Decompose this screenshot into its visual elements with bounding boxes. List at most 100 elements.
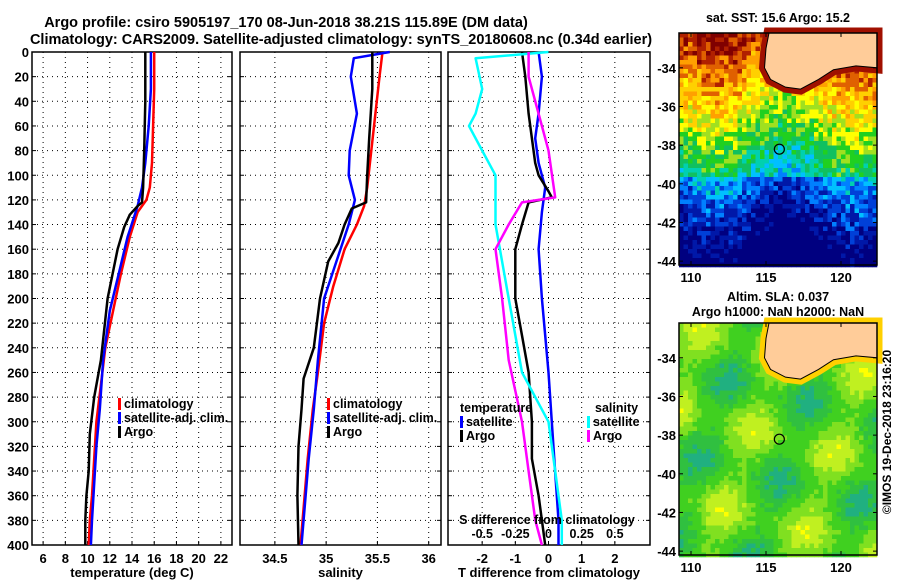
map-cell	[764, 195, 770, 200]
map-cell	[854, 145, 860, 151]
map-cell	[778, 222, 783, 227]
map-cell	[701, 354, 707, 360]
map-cell	[872, 78, 878, 83]
map-cell	[769, 105, 774, 110]
map-cell	[679, 485, 684, 490]
map-cell	[836, 235, 842, 241]
map-cell	[746, 381, 752, 387]
map-cell	[728, 431, 734, 436]
map-cell	[679, 327, 684, 333]
map-cell	[800, 548, 806, 553]
map-cell	[796, 105, 801, 110]
map-cell	[827, 87, 833, 92]
map-cell	[701, 345, 707, 351]
map-cell	[827, 395, 833, 400]
map-cell	[791, 512, 797, 517]
map-cell	[791, 480, 797, 486]
map-cell	[679, 543, 684, 549]
map-cell	[760, 467, 765, 472]
map-cell	[764, 123, 770, 128]
map-cell	[809, 462, 815, 468]
map-cell	[724, 332, 729, 337]
map-cell	[836, 240, 842, 245]
map-cell	[809, 127, 815, 133]
map-cell	[818, 498, 824, 504]
map-cell	[692, 199, 698, 205]
map-cell	[751, 503, 756, 508]
map-cell	[863, 377, 869, 382]
map-cell	[773, 204, 779, 209]
map-cell	[782, 258, 788, 263]
map-cell	[715, 78, 720, 83]
map-cell	[715, 213, 720, 218]
map-cell	[746, 64, 752, 70]
map-cell	[827, 530, 833, 535]
map-cell	[706, 195, 711, 200]
map-cell	[823, 253, 828, 259]
map-cell	[751, 42, 756, 47]
map-cell	[697, 525, 702, 531]
map-cell	[791, 177, 797, 182]
map-cell	[859, 159, 864, 164]
map-cell	[715, 118, 720, 124]
map-cell	[773, 105, 779, 110]
map-cell	[724, 458, 729, 463]
map-cell	[697, 64, 702, 70]
map-cell	[715, 91, 720, 97]
map-cell	[710, 435, 716, 441]
map-cell	[773, 222, 779, 227]
map-cell	[688, 354, 693, 360]
map-cell	[764, 199, 770, 205]
map-cell	[760, 82, 765, 88]
map-cell	[863, 525, 869, 531]
map-cell	[809, 494, 815, 499]
map-cell	[724, 521, 729, 526]
map-cell	[845, 449, 851, 454]
map-cell	[746, 100, 752, 106]
map-cell	[719, 372, 725, 378]
map-cell	[814, 431, 819, 436]
map-cell	[787, 507, 792, 513]
map-cell	[827, 458, 833, 463]
map-cell	[715, 332, 720, 337]
map-cell	[746, 46, 752, 52]
map-cell	[769, 480, 774, 486]
difference-profile: -2 -1 0 1 2T difference from climatologytemp…	[447, 50, 651, 580]
map-cell	[782, 449, 788, 454]
map-cell	[800, 498, 806, 504]
map-cell	[746, 462, 752, 468]
map-cell	[863, 258, 869, 263]
map-cell	[737, 539, 743, 544]
map-cell	[742, 217, 747, 223]
map-cell	[737, 503, 743, 508]
map-cell	[719, 78, 725, 83]
map-cell	[845, 82, 851, 88]
map-cell	[814, 123, 819, 128]
map-cell	[692, 73, 698, 79]
map-cell	[854, 377, 860, 382]
map-cell	[782, 395, 788, 400]
map-cell	[746, 350, 752, 355]
map-cell	[679, 435, 684, 441]
map-cell	[733, 485, 738, 490]
map-cell	[773, 195, 779, 200]
map-cell	[800, 168, 806, 173]
map-cell	[719, 150, 725, 155]
map-cell	[755, 354, 761, 360]
map-cell	[845, 485, 851, 490]
map-cell	[701, 462, 707, 468]
map-cell	[715, 37, 720, 43]
map-cell	[701, 141, 707, 146]
map-cell	[782, 195, 788, 200]
x-axis-label: temperature (deg C)	[70, 565, 194, 580]
map-cell	[724, 489, 729, 495]
map-cell	[701, 73, 707, 79]
map-cell	[778, 105, 783, 110]
map-cell	[701, 323, 707, 328]
map-cell	[769, 222, 774, 227]
map-cell	[854, 96, 860, 101]
map-cell	[800, 426, 806, 432]
map-cell	[764, 141, 770, 146]
map-cell	[679, 462, 684, 468]
map-cell	[710, 33, 716, 38]
